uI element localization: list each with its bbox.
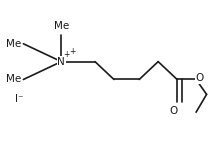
Text: +: + [63,50,70,59]
Text: Me: Me [54,21,69,31]
Text: Me: Me [6,75,21,84]
Text: O: O [195,73,203,83]
Text: Me: Me [6,39,21,49]
Text: +: + [70,47,76,56]
Text: I⁻: I⁻ [15,94,23,104]
Text: O: O [170,106,178,116]
Text: N: N [57,57,65,67]
